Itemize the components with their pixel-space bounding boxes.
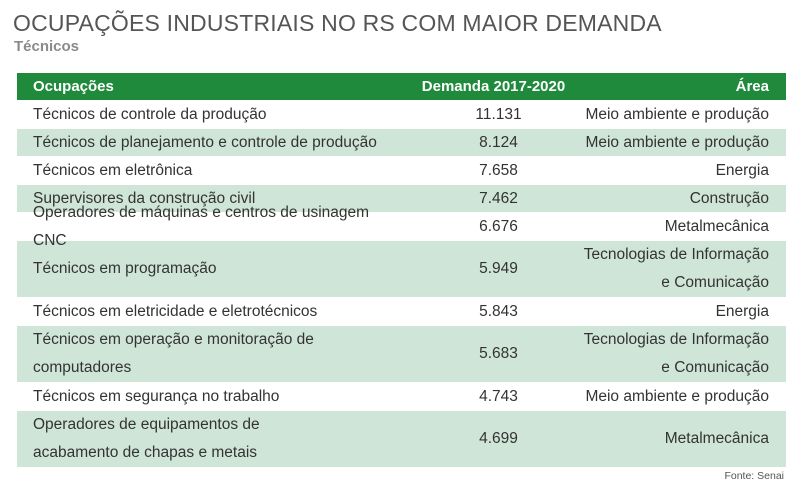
cell-demand: 5.949 (479, 260, 518, 277)
occupation-text: acabamento de chapas e metais (33, 444, 258, 461)
table-row: Técnicos em programação 5.949 Tecnologias … (17, 241, 786, 298)
cell-demand: 6.676 (479, 217, 518, 235)
cell-demand: 11.131 (475, 105, 522, 123)
cell-occupation: Técnicos em segurança no trabalho (17, 383, 397, 411)
area-text: Meio ambiente e produção (585, 133, 769, 151)
table-row: Técnicos em eletricidade e eletrotécnico… (17, 298, 786, 326)
demand-table: Ocupações Demanda 2017-2020 Área Técnico… (17, 73, 786, 468)
cell-occupation: Supervisores da construção civil (17, 185, 397, 213)
cell-occupation: Técnicos em programação (17, 255, 397, 283)
cell-occupation: Técnicos em eletrônica (17, 157, 397, 185)
area-text: Tecnologias de Informação (583, 331, 769, 348)
occupation-text: Técnicos em segurança no trabalho (33, 387, 280, 405)
cell-area: Meio ambiente e produção (570, 101, 786, 129)
cell-occupation: Operadores de máquinas e centros de usin… (17, 199, 397, 255)
occupation-text: Operadores de máquinas e centros de usin… (33, 203, 370, 249)
cell-area: Metalmecânica (570, 213, 786, 241)
cell-occupation: Técnicos de planejamento e controle de p… (17, 129, 397, 157)
cell-area: Tecnologias de Informação e Comunicação (570, 326, 786, 382)
cell-area: Construção (570, 185, 786, 213)
cell-demand: 5.843 (479, 302, 518, 320)
table-row: Operadores de equipamentos de acabamento … (17, 411, 786, 468)
cell-area: Meio ambiente e produção (570, 129, 786, 157)
occupation-text: Operadores de equipamentos de (33, 416, 260, 433)
occupation-text: Técnicos em eletrônica (33, 161, 193, 179)
table-header-row: Ocupações Demanda 2017-2020 Área (17, 73, 786, 101)
area-text: Energia (715, 161, 769, 179)
area-text: Meio ambiente e produção (585, 387, 769, 405)
table-row: Técnicos de planejamento e controle de p… (17, 129, 786, 157)
cell-area: Energia (570, 298, 786, 326)
cell-demand: 7.658 (479, 161, 518, 179)
cell-occupation: Técnicos de controle da produção (17, 101, 397, 129)
area-text: Construção (689, 189, 769, 207)
cell-occupation: Técnicos em eletricidade e eletrotécnico… (17, 298, 397, 326)
cell-demand: 4.743 (479, 387, 518, 405)
table-row: Operadores de máquinas e centros de usin… (17, 204, 786, 249)
area-text: Metalmecânica (664, 430, 769, 447)
area-text: Tecnologias de Informação (583, 246, 769, 263)
header-demand: Demanda 2017-2020 (421, 78, 566, 95)
occupation-text: Técnicos de planejamento e controle de p… (33, 133, 377, 151)
occupation-text: Técnicos de controle da produção (33, 105, 267, 123)
cell-occupation: Técnicos em operação e monitoração de co… (17, 326, 397, 382)
header-area: Área (735, 77, 769, 95)
area-text: Energia (715, 302, 769, 320)
table-row: Técnicos em operação e monitoração de co… (17, 326, 786, 383)
cell-area: Meio ambiente e produção (570, 383, 786, 411)
cell-area: Tecnologias de Informação e Comunicação (570, 241, 786, 297)
cell-area: Metalmecânica (570, 425, 786, 453)
area-text: Metalmecânica (664, 217, 769, 235)
table-row: Técnicos em segurança no trabalho 4.743 Me… (17, 383, 786, 411)
table-body: Técnicos de controle da produção 11.131 Me… (17, 101, 786, 468)
header-occupation: Ocupações (33, 77, 114, 95)
cell-demand: 8.124 (479, 133, 518, 151)
occupation-text: Técnicos em programação (33, 260, 217, 277)
area-text: e Comunicação (661, 274, 769, 291)
table-row: Técnicos em eletrônica 7.658 Energia (17, 157, 786, 185)
cell-demand: 5.683 (479, 345, 518, 362)
area-text: Meio ambiente e produção (585, 105, 769, 123)
cell-demand: 4.699 (479, 430, 518, 447)
occupation-text: Técnicos em operação e monitoração de co… (33, 331, 314, 376)
page-subtitle: Técnicos (14, 38, 80, 55)
cell-occupation: Operadores de equipamentos de acabamento … (17, 411, 397, 467)
table-row: Supervisores da construção civil 7.462 Con… (17, 185, 786, 213)
area-text: e Comunicação (661, 359, 769, 376)
cell-area: Energia (570, 157, 786, 185)
table-row: Técnicos de controle da produção 11.131 Me… (17, 101, 786, 129)
occupation-text: Técnicos em eletricidade e eletrotécnico… (33, 302, 318, 320)
source-note: Fonte: Senai (724, 470, 784, 482)
cell-demand: 7.462 (479, 189, 518, 207)
page-title: OCUPAÇÕES INDUSTRIAIS NO RS COM MAIOR DE… (13, 10, 662, 36)
occupation-text: Supervisores da construção civil (33, 189, 256, 207)
